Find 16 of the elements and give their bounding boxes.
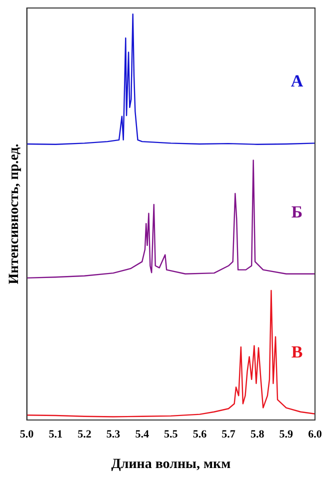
series-label: В <box>291 342 303 362</box>
x-tick-label: 5.0 <box>20 428 34 440</box>
text: Б <box>291 202 303 222</box>
x-tick-label: 5.5 <box>164 428 178 440</box>
x-tick-label: 5.4 <box>135 428 150 440</box>
text: А <box>290 72 304 91</box>
x-tick-label: 5.6 <box>192 428 208 440</box>
x-axis-title: Длина волны, мкм <box>111 457 232 472</box>
x-tick-label: 5.8 <box>250 428 265 440</box>
x-tick-label: 6.0 <box>308 428 322 440</box>
x-tick-label: 5.1 <box>48 428 62 440</box>
x-tick-label: 5.7 <box>222 428 236 440</box>
x-tick-label: 5.2 <box>78 428 92 440</box>
y-axis-title: Интенсивность, пр.ед. <box>7 144 22 284</box>
x-tick-label: 5.3 <box>106 428 121 440</box>
x-tick-label: 5.9 <box>279 428 294 440</box>
